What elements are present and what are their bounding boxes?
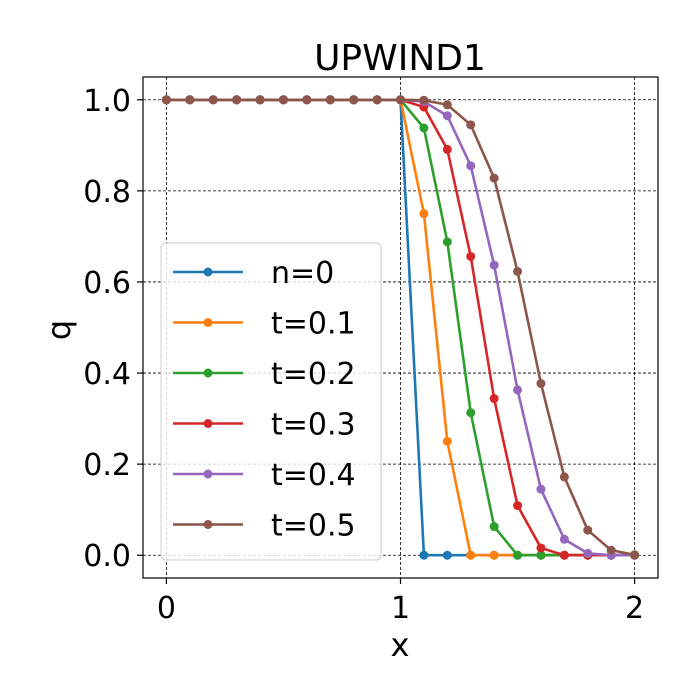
y-axis-label: q	[40, 320, 78, 340]
data-point	[185, 95, 195, 105]
data-point	[396, 95, 405, 105]
data-point	[161, 95, 171, 105]
data-point	[513, 385, 523, 395]
data-point	[442, 237, 452, 247]
data-point	[419, 123, 429, 133]
x-axis-label: x	[391, 626, 410, 664]
data-point	[466, 550, 476, 560]
y-tick-label: 0.4	[83, 357, 131, 392]
legend-item: t=0.5	[173, 509, 356, 544]
data-point	[630, 550, 640, 560]
data-point	[489, 550, 499, 560]
legend-label: t=0.5	[271, 509, 356, 544]
data-point	[559, 534, 569, 544]
legend-label: t=0.3	[271, 408, 356, 443]
data-point	[372, 95, 382, 105]
data-point	[349, 95, 359, 105]
legend-label: t=0.4	[271, 458, 356, 493]
data-point	[442, 436, 452, 446]
data-point	[536, 484, 546, 494]
y-tick-label: 0.0	[83, 539, 131, 574]
data-point	[442, 111, 452, 121]
data-point	[536, 550, 546, 560]
ticks: 0 1 2 0.0 0.2 0.4 0.6 0.8 1.0	[83, 84, 644, 626]
chart-title: UPWIND1	[314, 38, 486, 79]
legend-item: t=0.4	[173, 458, 356, 493]
x-tick-label: 0	[157, 591, 176, 626]
data-point	[513, 501, 523, 511]
data-point	[442, 100, 452, 110]
y-tick-label: 0.2	[83, 448, 131, 483]
data-point	[466, 161, 476, 171]
legend-marker	[203, 267, 213, 277]
legend-marker	[203, 419, 213, 428]
data-point	[466, 408, 476, 418]
data-point	[489, 522, 499, 532]
legend-item: t=0.2	[173, 357, 356, 392]
data-point	[208, 95, 218, 105]
data-point	[302, 95, 312, 105]
data-point	[442, 550, 452, 560]
legend-marker	[203, 469, 213, 479]
legend-marker	[203, 368, 213, 378]
data-point	[583, 548, 593, 558]
data-point	[583, 525, 593, 535]
data-point	[489, 260, 499, 270]
data-point	[466, 120, 476, 130]
data-point	[489, 173, 499, 183]
data-point	[419, 550, 429, 560]
series-layer	[161, 95, 640, 560]
data-point	[536, 543, 546, 553]
legend-label: t=0.2	[271, 357, 356, 392]
legend-marker	[203, 318, 213, 327]
legend-item: n=0	[173, 256, 334, 291]
data-point	[606, 545, 616, 555]
data-point	[513, 266, 523, 276]
x-tick-label: 1	[391, 591, 410, 626]
y-tick-label: 1.0	[83, 84, 131, 119]
data-point	[232, 95, 242, 105]
data-point	[419, 95, 429, 105]
data-point	[255, 95, 265, 105]
legend-item: t=0.1	[173, 307, 356, 342]
x-tick-label: 2	[625, 591, 644, 626]
data-point	[536, 379, 546, 389]
data-point	[419, 209, 429, 219]
legend-item: t=0.3	[173, 408, 356, 443]
data-point	[442, 144, 452, 154]
series-t=0.5	[161, 95, 640, 560]
data-point	[513, 550, 523, 560]
data-point	[325, 95, 335, 105]
y-tick-label: 0.8	[83, 175, 131, 210]
legend: n=0 t=0.1 t=0.2 t=0.3 t=0.4 t=0.5	[160, 242, 382, 561]
legend-label: n=0	[271, 256, 334, 291]
data-point	[559, 472, 569, 482]
data-point	[559, 550, 569, 560]
legend-marker	[203, 520, 213, 529]
data-point	[489, 394, 499, 404]
y-tick-label: 0.6	[83, 266, 131, 301]
data-point	[466, 251, 476, 261]
legend-label: t=0.1	[271, 307, 356, 342]
data-point	[278, 95, 288, 105]
